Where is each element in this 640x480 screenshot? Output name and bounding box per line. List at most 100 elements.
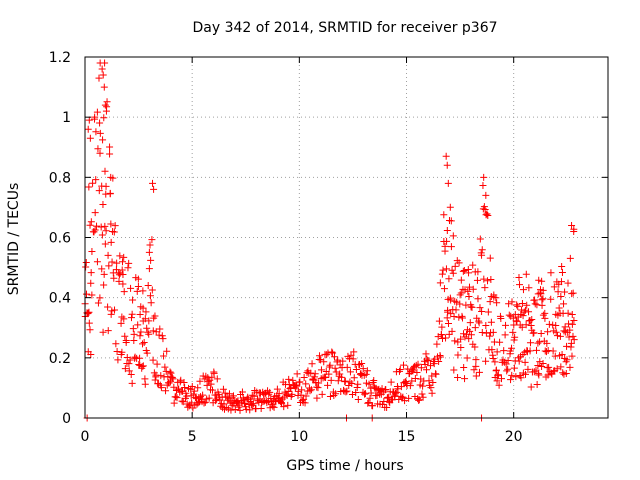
data-point [517,374,525,382]
data-point [89,179,97,187]
data-point [308,360,316,368]
data-point [161,363,169,371]
data-point [487,275,495,283]
data-point [539,286,547,294]
data-point [159,335,167,343]
data-point [149,327,157,335]
data-point [482,321,490,329]
data-point [491,358,499,366]
data-point [526,339,534,347]
data-point [144,328,152,336]
data-point [101,101,109,109]
data-point [307,386,315,394]
data-point [436,279,444,287]
data-point [549,321,557,329]
data-point [566,363,574,371]
data-point [105,262,113,270]
data-point [476,304,484,312]
data-point [113,348,121,356]
data-point [128,310,136,318]
data-point [328,348,336,356]
data-point [168,374,176,382]
data-point [513,301,521,309]
data-point [415,396,423,404]
data-point [225,390,233,398]
data-point [140,338,148,346]
data-point [512,373,520,381]
data-point [329,349,337,357]
data-point [104,327,112,335]
data-point [531,300,539,308]
data-point [549,347,557,355]
data-point [449,232,457,240]
data-point [487,318,495,326]
data-point [196,377,204,385]
data-point [443,237,451,245]
data-point [145,330,153,338]
data-point [331,364,339,372]
data-point [120,315,128,323]
data-point [465,293,473,301]
data-point [246,406,254,414]
data-point [496,338,504,346]
data-point [188,382,196,390]
data-point [508,298,516,306]
data-point [120,253,128,261]
data-point [131,353,139,361]
data-point [144,282,152,290]
data-point [227,406,235,414]
data-point [362,370,370,378]
data-point [129,325,137,333]
data-point [566,326,574,334]
data-point [151,376,159,384]
data-point [422,350,430,358]
chart-title: Day 342 of 2014, SRMTID for receiver p36… [192,20,497,36]
data-point [143,324,151,332]
data-point [539,311,547,319]
data-point [205,394,213,402]
data-point [566,254,574,262]
data-point [521,358,529,366]
data-point [552,322,560,330]
data-point [545,363,553,371]
data-point [302,380,310,388]
data-point [515,274,523,282]
data-point [136,354,144,362]
data-point [545,320,553,328]
data-point [384,394,392,402]
data-point [447,310,455,318]
data-point [139,304,147,312]
data-point [157,372,165,380]
data-point [293,382,301,390]
data-point [495,381,503,389]
data-point [236,406,244,414]
data-point [494,372,502,380]
data-point [203,381,211,389]
data-point [99,328,107,336]
data-point [330,391,338,399]
data-point [390,392,398,400]
data-point [513,317,521,325]
data-point [334,356,342,364]
data-point [538,277,546,285]
data-point [558,268,566,276]
data-point [359,365,367,373]
data-point [451,262,459,270]
data-point [570,317,578,325]
data-point [533,301,541,309]
data-point [466,327,474,335]
data-point [538,296,546,304]
data-point [121,365,129,373]
data-point [539,295,547,303]
data-point [435,357,443,365]
data-point [458,312,466,320]
data-point [155,331,163,339]
data-point [128,379,136,387]
data-point [342,388,350,396]
data-point [323,351,331,359]
y-tick-label: 1 [62,110,71,126]
data-point [427,384,435,392]
data-point [465,335,473,343]
data-point [463,354,471,362]
data-point [493,348,501,356]
